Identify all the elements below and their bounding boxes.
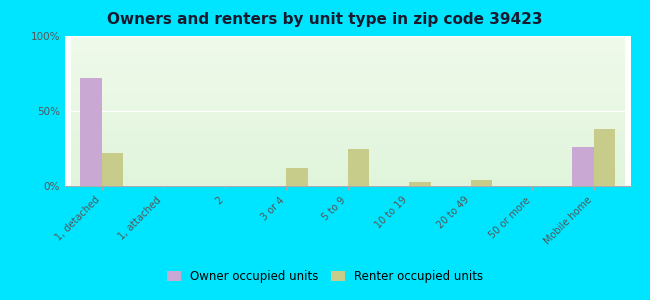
Text: Owners and renters by unit type in zip code 39423: Owners and renters by unit type in zip c… xyxy=(107,12,543,27)
Bar xyxy=(471,180,492,186)
Legend: Owner occupied units, Renter occupied units: Owner occupied units, Renter occupied un… xyxy=(162,266,488,288)
Bar xyxy=(593,129,615,186)
Bar xyxy=(102,153,124,186)
Bar xyxy=(81,78,102,186)
Bar xyxy=(348,148,369,186)
Bar xyxy=(410,182,431,186)
Bar xyxy=(286,168,308,186)
Bar xyxy=(572,147,593,186)
